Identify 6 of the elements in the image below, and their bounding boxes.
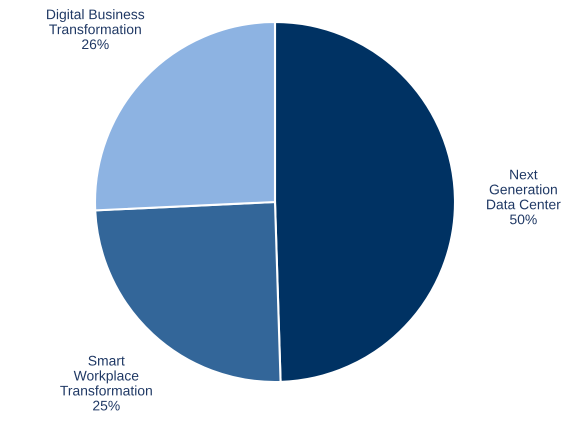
slice-label: Digital Business Transformation bbox=[47, 9, 144, 34]
data-label: 50% bbox=[510, 214, 537, 224]
slice-label: Next Generation Data Center bbox=[487, 170, 561, 210]
data-label: 26% bbox=[82, 39, 109, 50]
data-label: 25% bbox=[93, 400, 120, 411]
slice-label: Smart Workplace Transformation bbox=[60, 356, 152, 396]
